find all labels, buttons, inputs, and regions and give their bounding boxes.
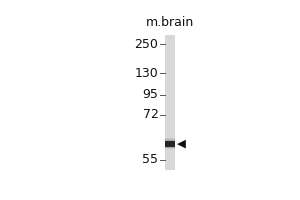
Bar: [165, 141, 175, 147]
Text: 130: 130: [135, 67, 158, 80]
Bar: [165, 140, 175, 141]
Bar: [165, 143, 175, 144]
Bar: [165, 35, 175, 170]
Bar: [165, 146, 175, 147]
Polygon shape: [177, 140, 186, 149]
Bar: [165, 139, 175, 140]
Text: m.brain: m.brain: [146, 16, 194, 29]
Bar: [165, 148, 175, 149]
Bar: [165, 138, 175, 139]
Text: 55: 55: [142, 153, 158, 166]
Bar: [165, 147, 175, 148]
Text: 72: 72: [142, 108, 158, 121]
Bar: [165, 142, 175, 143]
Bar: [165, 141, 175, 142]
Bar: [165, 145, 175, 146]
Text: 95: 95: [142, 88, 158, 101]
Text: 250: 250: [134, 38, 158, 51]
Bar: [165, 144, 175, 145]
